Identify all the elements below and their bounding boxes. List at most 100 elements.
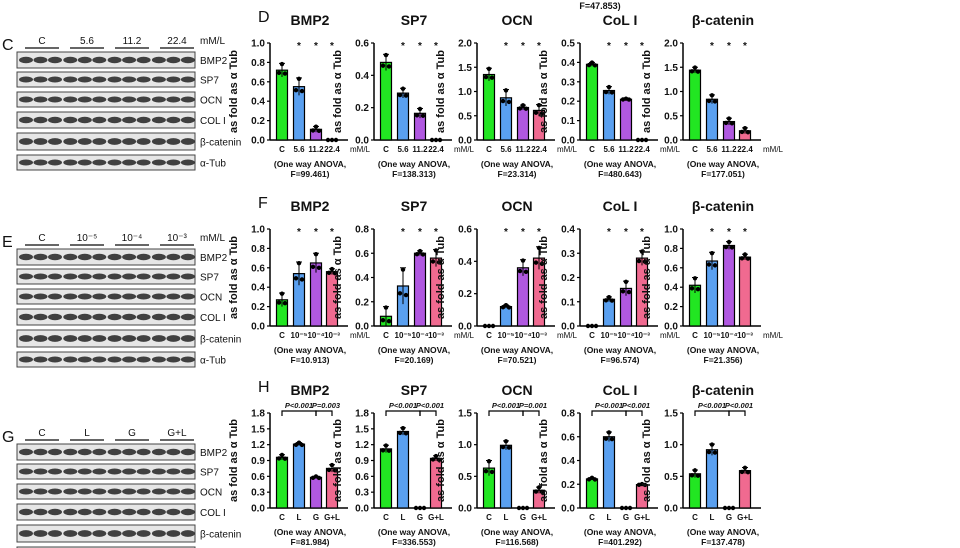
data-point	[689, 69, 695, 74]
x-unit-label: mM/L	[763, 331, 784, 340]
blot-band	[77, 273, 92, 280]
significance-bracket	[419, 410, 437, 416]
blot-band	[180, 116, 195, 124]
lane-group-label: 22.4	[167, 36, 187, 47]
y-axis-label: as fold as α Tub	[435, 50, 447, 133]
blot-band	[77, 76, 92, 83]
blot-band	[122, 488, 137, 495]
blot-band	[33, 530, 48, 537]
blot-band	[136, 335, 151, 342]
significance-bracket	[281, 410, 317, 416]
blot-band	[19, 508, 33, 516]
blot-band	[33, 293, 48, 300]
data-point	[420, 113, 426, 118]
significance-bracket	[694, 410, 730, 416]
significance-star: *	[504, 41, 508, 52]
blot-band	[19, 138, 33, 145]
data-point	[430, 259, 436, 264]
data-point	[586, 62, 592, 68]
blot-band	[92, 273, 107, 280]
blot-band	[19, 76, 33, 83]
y-tick-label: 0.2	[458, 289, 472, 300]
data-point	[623, 505, 629, 511]
blot-band	[92, 448, 107, 456]
blot-band	[166, 159, 181, 166]
blot-band	[166, 468, 181, 475]
blot-band	[107, 335, 122, 342]
blot-band	[92, 159, 107, 166]
blot-band	[107, 253, 122, 261]
bar	[722, 244, 736, 327]
x-tick-label: 10⁻⁵	[291, 331, 308, 340]
blot-band	[107, 159, 122, 166]
data-point	[490, 323, 496, 329]
bar	[396, 92, 410, 141]
chart-title: β-catenin	[692, 382, 754, 398]
x-tick-label: C	[692, 331, 698, 340]
data-point	[333, 137, 339, 143]
blot-row-label: β-catenin	[200, 335, 241, 346]
data-point	[326, 467, 332, 473]
bar-chart-ocn: OCN as fold as α Tub 0.0 0.5 1.0 1.5 2.0 C 5.6 * 1…	[435, 12, 578, 179]
y-tick-label: 0.6	[251, 472, 265, 483]
blot-band	[19, 335, 33, 342]
blot-band	[122, 293, 137, 300]
x-tick-label: L	[401, 513, 406, 522]
data-point	[296, 260, 302, 266]
blot-band	[19, 356, 33, 363]
panel-letter: F	[258, 195, 268, 212]
data-point	[413, 505, 419, 511]
blot-band	[19, 159, 33, 166]
data-point	[709, 250, 715, 256]
blot-band	[180, 138, 195, 145]
x-unit-label: mM/L	[350, 145, 371, 154]
blot-band	[48, 76, 62, 83]
data-point	[489, 469, 495, 475]
blot-band	[107, 273, 122, 280]
data-point	[383, 305, 389, 310]
blot-band	[48, 116, 62, 124]
data-point	[400, 86, 406, 91]
y-tick-label: 0.4	[561, 456, 575, 467]
lane-group-label: C	[38, 233, 45, 244]
blot-band	[107, 508, 122, 516]
x-tick-label: L	[710, 513, 715, 522]
blot-band	[92, 356, 107, 363]
x-tick-label: 5.6	[293, 145, 305, 154]
data-point	[539, 261, 545, 266]
data-point	[326, 270, 332, 276]
y-tick-label: 1.8	[355, 409, 369, 420]
blot-band	[63, 468, 78, 475]
data-point	[593, 323, 599, 329]
blot-band	[166, 96, 181, 103]
x-unit-label: mM/L	[763, 145, 784, 154]
x-tick-label: C	[383, 513, 389, 522]
y-axis-label: as fold as α Tub	[641, 50, 653, 133]
anova-line-2: F=81.984)	[291, 537, 330, 547]
data-point	[503, 439, 509, 444]
bar	[688, 473, 702, 509]
anova-line-2: F=401.292)	[598, 537, 642, 547]
data-point	[695, 473, 701, 478]
y-tick-label: 2.0	[458, 39, 472, 50]
data-point	[745, 470, 751, 475]
data-point	[380, 448, 386, 453]
x-tick-label: C	[589, 513, 595, 522]
data-point	[329, 266, 335, 272]
cut-anova-fragment: F=47.853)	[579, 1, 620, 11]
bar	[396, 430, 410, 509]
blot-band	[122, 96, 137, 103]
data-point	[489, 75, 495, 80]
chart-title: BMP2	[291, 382, 330, 398]
data-point	[712, 99, 718, 104]
lane-group-label: 11.2	[123, 36, 142, 47]
bar	[499, 444, 513, 509]
y-axis-label: as fold as α Tub	[435, 419, 447, 502]
blot-band	[33, 76, 48, 83]
blot-band	[63, 508, 78, 516]
data-point	[742, 252, 748, 257]
blot-band	[166, 76, 181, 83]
blot-row-label: BMP2	[200, 56, 228, 67]
anova-line-2: F=70.521)	[498, 355, 537, 365]
blot-band	[19, 293, 33, 300]
